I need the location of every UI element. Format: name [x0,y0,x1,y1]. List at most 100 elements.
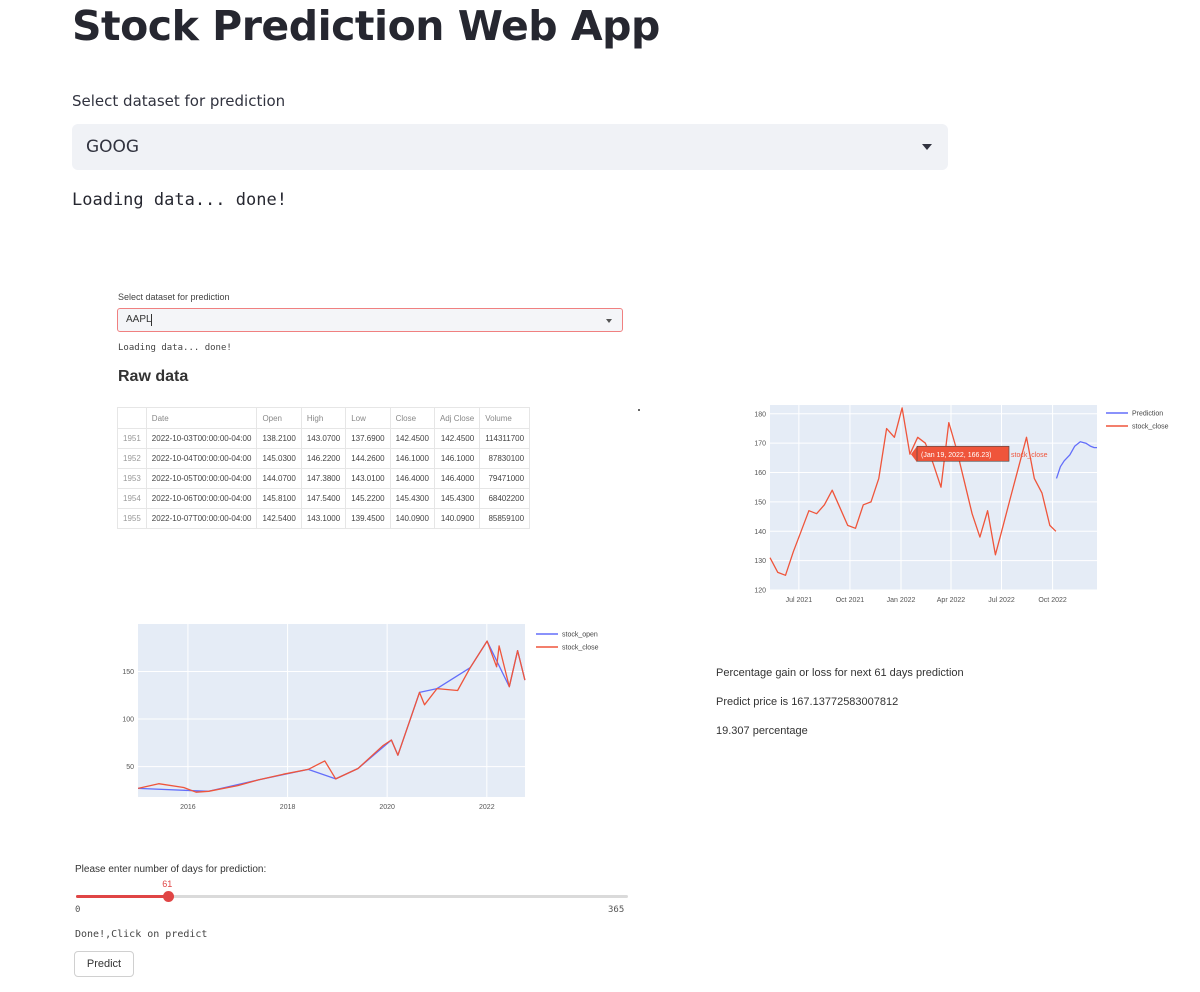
y-tick-label: 50 [126,764,134,771]
legend-entry: stock_close [562,645,599,652]
table-cell: 140.0900 [389,508,435,529]
stray-dot [638,409,640,411]
y-tick-label: 150 [754,499,766,506]
page-title: Stock Prediction Web App [72,2,660,50]
table-row: 1953 2022-10-05T00:00:00-04:00 144.0700 … [117,468,531,489]
y-tick-label: 100 [122,717,134,724]
table-row: 1951 2022-10-03T00:00:00-04:00 138.2100 … [117,428,531,449]
days-slider-fill [76,895,169,898]
table-row: 1952 2022-10-04T00:00:00-04:00 145.0300 … [117,448,531,469]
inner-loading-status: Loading data... done! [118,343,232,353]
y-tick-label: 140 [754,529,766,536]
table-cell: 2022-10-07T00:00:00-04:00 [145,508,258,529]
plot-area [770,405,1097,590]
row-index: 1952 [117,448,147,469]
raw-data-table: Date Open High Low Close Adj Close Volum… [117,407,531,529]
predict-button[interactable]: Predict [74,951,134,977]
table-row: 1955 2022-10-07T00:00:00-04:00 142.5400 … [117,508,531,529]
series-line-prediction [1055,441,1097,479]
table-cell: 145.4300 [389,488,435,509]
table-cell: 145.4300 [433,488,481,509]
predict-price-text: Predict price is 167.13772583007812 [716,696,899,708]
tooltip-pointer [911,446,918,463]
series-line-stock-close [137,640,526,793]
chevron-down-icon[interactable] [922,144,932,150]
x-tick-label: Jul 2022 [988,597,1015,604]
column-header[interactable]: Volume [479,407,531,429]
y-tick-label: 170 [754,441,766,448]
row-index: 1951 [117,428,147,449]
index-header [117,407,147,429]
table-cell: 146.4000 [433,468,481,489]
history-chart[interactable]: 50 100 150 2016 2018 2020 2022 stock_open stock_… [100,620,620,815]
x-tick-label: 2018 [280,804,296,811]
table-cell: 143.0100 [345,468,391,489]
table-cell: 2022-10-04T00:00:00-04:00 [145,448,258,469]
table-cell: 139.4500 [345,508,391,529]
table-cell: 146.1000 [433,448,481,469]
table-cell: 145.2200 [345,488,391,509]
text-caret [151,314,152,326]
column-header[interactable]: High [300,407,347,429]
inner-dataset-select[interactable]: AAPL [117,308,623,332]
percentage-value: 19.307 percentage [716,725,808,737]
days-slider[interactable]: 61 [76,879,628,902]
table-cell: 147.5400 [300,488,347,509]
table-cell: 145.8100 [256,488,302,509]
inner-dataset-select-label: Select dataset for prediction [118,292,230,302]
raw-data-heading: Raw data [118,368,189,385]
tooltip-series: stock_close [1011,452,1048,459]
inner-dataset-select-value: AAPL [126,314,152,325]
table-row: 1954 2022-10-06T00:00:00-04:00 145.8100 … [117,488,531,509]
legend-entry: Prediction [1132,411,1163,418]
tooltip-text: (Jan 19, 2022, 166.23) [921,452,991,459]
y-tick-label: 180 [754,411,766,418]
x-tick-label: Apr 2022 [937,597,966,604]
dataset-select[interactable]: GOOG [72,124,948,170]
table-cell: 138.2100 [256,428,302,449]
legend-entry: stock_close [1132,424,1169,431]
table-cell: 87830100 [479,448,531,469]
x-tick-label: Oct 2022 [1038,597,1067,604]
column-header[interactable]: Adj Close [433,407,481,429]
table-cell: 79471000 [479,468,531,489]
y-tick-label: 160 [754,470,766,477]
table-cell: 2022-10-06T00:00:00-04:00 [145,488,258,509]
days-slider-thumb[interactable] [163,891,175,902]
x-tick-label: 2020 [379,804,395,811]
days-slider-value: 61 [162,879,173,889]
y-tick-label: 150 [122,669,134,676]
table-cell: 143.1000 [300,508,347,529]
table-cell: 140.0900 [433,508,481,529]
done-status: Done!,Click on predict [75,929,208,940]
x-tick-label: 2016 [180,804,196,811]
prediction-chart[interactable]: 120 130 140 150 160 170 180 Jul 2021 Oct 2021 Jan… [740,400,1200,610]
x-tick-label: 2022 [479,804,495,811]
table-cell: 114311700 [479,428,531,449]
table-header-row: Date Open High Low Close Adj Close Volum… [117,407,531,429]
dataset-select-label: Select dataset for prediction [72,92,286,110]
plot-area [138,624,525,797]
table-cell: 146.1000 [389,448,435,469]
dataset-select-value: GOOG [86,137,140,157]
series-line-stock-close [769,407,1057,576]
x-tick-label: Jul 2021 [786,597,813,604]
column-header[interactable]: Low [345,407,391,429]
table-cell: 145.0300 [256,448,302,469]
table-cell: 85859100 [479,508,531,529]
days-slider-max: 365 [608,905,625,915]
table-cell: 142.4500 [433,428,481,449]
row-index: 1954 [117,488,147,509]
row-index: 1955 [117,508,147,529]
y-tick-label: 130 [754,558,766,565]
table-cell: 144.0700 [256,468,302,489]
table-cell: 2022-10-03T00:00:00-04:00 [145,428,258,449]
percentage-description: Percentage gain or loss for next 61 days… [716,667,964,679]
column-header[interactable]: Open [256,407,302,429]
days-slider-min: 0 [75,905,81,915]
table-cell: 142.5400 [256,508,302,529]
column-header[interactable]: Date [145,407,258,429]
legend-entry: stock_open [562,632,598,639]
column-header[interactable]: Close [389,407,435,429]
chevron-down-icon[interactable] [606,319,612,323]
